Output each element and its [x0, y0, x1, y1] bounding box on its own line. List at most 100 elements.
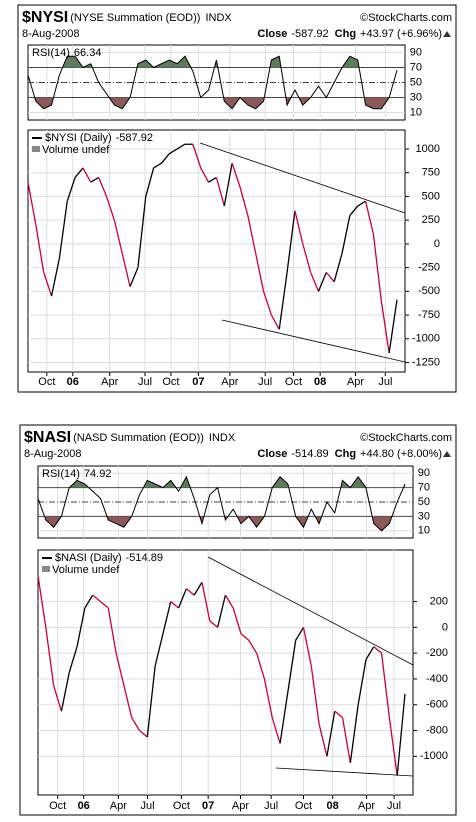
line-segment: [380, 653, 391, 718]
rsi-value: 66.34: [74, 47, 102, 59]
x-tick-label: Apr: [347, 376, 364, 388]
line-segment: [247, 215, 257, 254]
line-segment: [121, 253, 131, 287]
line-segment: [176, 143, 186, 150]
plot-frame: [27, 129, 406, 373]
line-segment: [50, 257, 61, 297]
line-segment: [223, 163, 233, 207]
line-segment: [365, 646, 375, 660]
line-segment: [326, 711, 336, 757]
line-segment: [123, 685, 133, 718]
x-tick-label: Jul: [140, 800, 154, 812]
line-segment: [139, 730, 148, 738]
line-segment: [357, 200, 366, 207]
y-tick-label: -400: [426, 673, 448, 685]
rsi-tick-label: 90: [410, 46, 422, 58]
y-tick-label: -1250: [412, 356, 440, 368]
legend-name: $NYSI (Daily): [45, 132, 112, 144]
line-segment: [137, 196, 147, 268]
header: $NYSI (NYSE Summation (EOD)) INDX: [22, 9, 232, 26]
line-segment: [170, 601, 179, 609]
line-segment: [278, 272, 288, 330]
line-segment: [27, 182, 37, 226]
y-tick-label: 1000: [416, 143, 440, 155]
line-segment: [52, 685, 63, 712]
x-tick-label: Jul: [378, 376, 392, 388]
line-segment: [76, 607, 86, 647]
line-segment: [396, 693, 406, 776]
line-segment: [262, 291, 273, 316]
line-segment: [364, 201, 375, 235]
line-segment: [43, 272, 53, 297]
x-tick-label: 06: [67, 376, 79, 388]
source: ©StockCharts.com: [360, 12, 452, 24]
line-segment: [240, 633, 250, 641]
rsi-legend: RSI(14) 66.34: [32, 47, 101, 59]
description: (NYSE Summation (EOD)): [70, 12, 200, 24]
line-segment: [333, 253, 343, 283]
rsi-line: [37, 475, 406, 532]
source: ©StockCharts.com: [360, 432, 452, 444]
close-label: Close: [257, 28, 287, 40]
rsi-fill: [28, 56, 397, 68]
rsi-tick-label: 50: [418, 496, 430, 508]
legend: $NASI (Daily) -514.89: [55, 552, 163, 564]
line-segment: [334, 710, 343, 719]
y-tick-label: -500: [418, 285, 440, 297]
line-segment: [105, 196, 115, 221]
line-segment: [279, 691, 289, 744]
plot-frame: [37, 549, 414, 796]
line-segment: [317, 272, 327, 292]
line-segment: [153, 162, 162, 169]
line-segment: [357, 659, 367, 705]
line-segment: [208, 176, 217, 183]
line-segment: [224, 594, 234, 609]
symbol: $NASI: [24, 429, 71, 446]
x-tick-label: 07: [202, 800, 214, 812]
line-segment: [263, 678, 273, 718]
line-segment: [82, 167, 92, 183]
x-tick-label: 07: [192, 376, 204, 388]
line-segment: [154, 633, 164, 667]
legend-value: -514.89: [126, 552, 163, 564]
line-segment: [200, 167, 210, 183]
y-tick-label: 200: [430, 595, 448, 607]
legend-name: $NASI (Daily): [55, 552, 122, 564]
rsi-fill: [28, 97, 397, 109]
volume-icon: [42, 566, 50, 572]
line-segment: [310, 665, 320, 725]
y-tick-label: -250: [418, 262, 440, 274]
line-segment: [271, 717, 281, 744]
line-segment: [145, 167, 155, 197]
line-segment: [310, 272, 320, 292]
line-segment: [318, 723, 328, 757]
line-segment: [388, 299, 398, 354]
quote: Close -514.89 Chg +44.80 (+8.00%): [257, 448, 442, 460]
up-arrow: [443, 31, 451, 37]
line-segment: [107, 607, 117, 654]
line-segment: [129, 267, 139, 287]
x-tick-label: Jul: [264, 800, 278, 812]
line-segment: [302, 243, 312, 273]
trend-line: [275, 767, 414, 777]
line-segment: [68, 646, 78, 673]
rsi-tick-label: 10: [418, 525, 430, 537]
line-segment: [66, 177, 76, 202]
line-segment: [100, 601, 109, 609]
line-segment: [294, 210, 304, 245]
line-segment: [287, 640, 297, 692]
y-tick-label: -1000: [412, 333, 440, 345]
rsi-tick-label: 70: [418, 482, 430, 494]
x-tick-label: 08: [327, 800, 339, 812]
rsi-tick-label: 70: [410, 61, 422, 73]
trend-line: [207, 556, 414, 666]
line-segment: [92, 594, 101, 603]
rsi-line: [27, 55, 398, 110]
line-segment: [160, 153, 170, 164]
line-segment: [341, 717, 351, 763]
x-tick-label: Oct: [38, 376, 55, 388]
line-segment: [162, 601, 172, 634]
chg-label: Chg: [335, 448, 356, 460]
x-tick-label: Apr: [110, 800, 127, 812]
line-segment: [201, 582, 211, 622]
